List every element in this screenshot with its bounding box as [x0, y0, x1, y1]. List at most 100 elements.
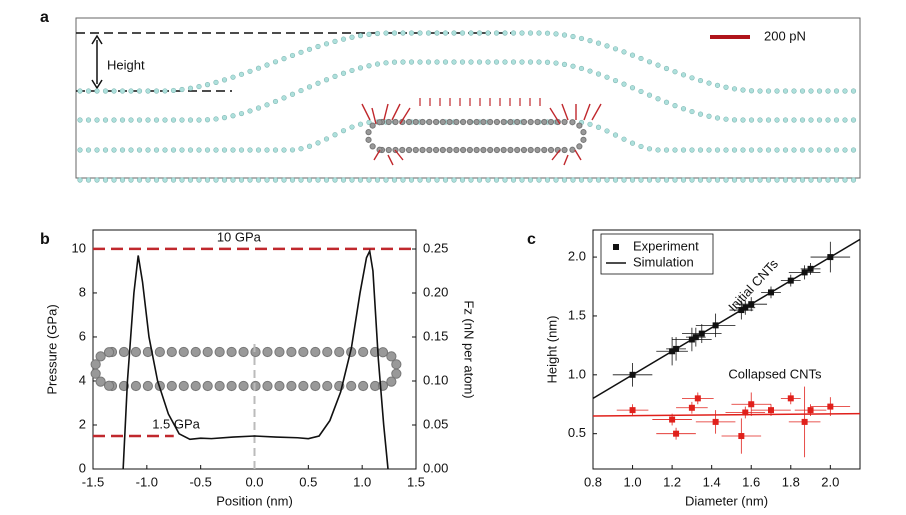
- atom: [697, 177, 704, 183]
- atom: [453, 118, 460, 126]
- y-tick-label: 2: [79, 416, 86, 431]
- atom: [374, 30, 381, 37]
- atom: [519, 59, 525, 65]
- atom: [162, 177, 168, 183]
- y-axis-label: Height (nm): [544, 316, 559, 384]
- atom: [621, 136, 627, 142]
- atom: [111, 147, 117, 153]
- atom: [94, 88, 100, 94]
- y2-tick-label: 0.20: [423, 284, 448, 299]
- atom: [119, 177, 126, 183]
- atom: [468, 59, 474, 65]
- atom: [94, 117, 100, 123]
- atom: [765, 117, 772, 123]
- atom: [493, 118, 501, 126]
- atom: [255, 65, 262, 71]
- atom: [706, 147, 712, 153]
- atom: [706, 80, 712, 86]
- atom: [357, 33, 364, 39]
- atom: [315, 140, 321, 146]
- atom: [646, 59, 653, 65]
- atom: [340, 70, 347, 76]
- atom: [383, 177, 389, 183]
- atom: [250, 346, 261, 358]
- atom: [655, 62, 661, 68]
- atom: [782, 117, 789, 123]
- atom: [576, 143, 583, 150]
- atom: [365, 136, 372, 143]
- molecular-layers: [77, 30, 857, 183]
- atom: [111, 177, 117, 183]
- atom: [118, 380, 130, 392]
- atom: [376, 119, 383, 126]
- atom: [262, 380, 273, 392]
- axes-frame: [592, 229, 861, 470]
- simulation-line: [593, 238, 860, 400]
- force-arrow: [399, 107, 411, 125]
- ref-label: 1.5 GPa: [152, 416, 200, 431]
- atom: [587, 121, 593, 127]
- atom: [366, 177, 372, 183]
- atom: [612, 77, 619, 84]
- atom: [102, 117, 109, 123]
- atom: [391, 368, 402, 379]
- atom: [553, 177, 559, 183]
- atom: [850, 177, 857, 183]
- atom: [774, 147, 780, 153]
- atom: [451, 59, 457, 65]
- x-tick-label: 1.0: [624, 474, 642, 489]
- atom: [765, 177, 772, 183]
- atom: [162, 88, 168, 94]
- atom: [166, 346, 177, 358]
- atom: [306, 46, 313, 52]
- atom: [419, 118, 426, 126]
- force-arrow: [383, 103, 389, 121]
- atom: [672, 147, 678, 153]
- atom: [230, 113, 236, 119]
- atom: [638, 88, 644, 95]
- y-tick-label: 6: [79, 328, 86, 343]
- atom: [825, 117, 831, 123]
- atom: [466, 146, 473, 154]
- x-tick-label: -1.5: [82, 474, 104, 489]
- atom: [432, 146, 440, 154]
- point: [738, 433, 745, 440]
- atom: [315, 80, 321, 86]
- atom: [417, 59, 423, 65]
- atom: [842, 88, 848, 94]
- atom: [569, 119, 576, 126]
- atom: [417, 30, 423, 36]
- atom: [460, 146, 467, 154]
- atom: [672, 103, 678, 109]
- atom: [386, 351, 397, 362]
- atom: [369, 122, 376, 129]
- atom: [385, 146, 392, 154]
- atom: [731, 117, 738, 123]
- atom: [629, 140, 636, 146]
- atom: [748, 147, 755, 153]
- atom: [646, 92, 653, 98]
- atom: [816, 147, 823, 153]
- atom: [226, 380, 237, 392]
- panel-label: c: [527, 231, 536, 248]
- atom: [663, 99, 670, 105]
- point: [669, 416, 676, 423]
- atom: [731, 147, 738, 153]
- atom: [136, 147, 143, 153]
- atom: [580, 129, 587, 136]
- atom: [334, 346, 345, 358]
- atom: [493, 177, 500, 183]
- atom: [310, 346, 321, 358]
- atom: [493, 30, 500, 36]
- atom: [520, 118, 528, 126]
- atom: [487, 118, 494, 126]
- atom: [272, 147, 279, 153]
- atom: [204, 177, 211, 183]
- atom: [386, 376, 397, 387]
- atom: [476, 30, 483, 36]
- atom: [179, 177, 185, 183]
- force-arrow: [371, 107, 377, 125]
- force-arrow: [591, 103, 602, 121]
- atom: [247, 108, 253, 114]
- force-arrow: [549, 107, 561, 125]
